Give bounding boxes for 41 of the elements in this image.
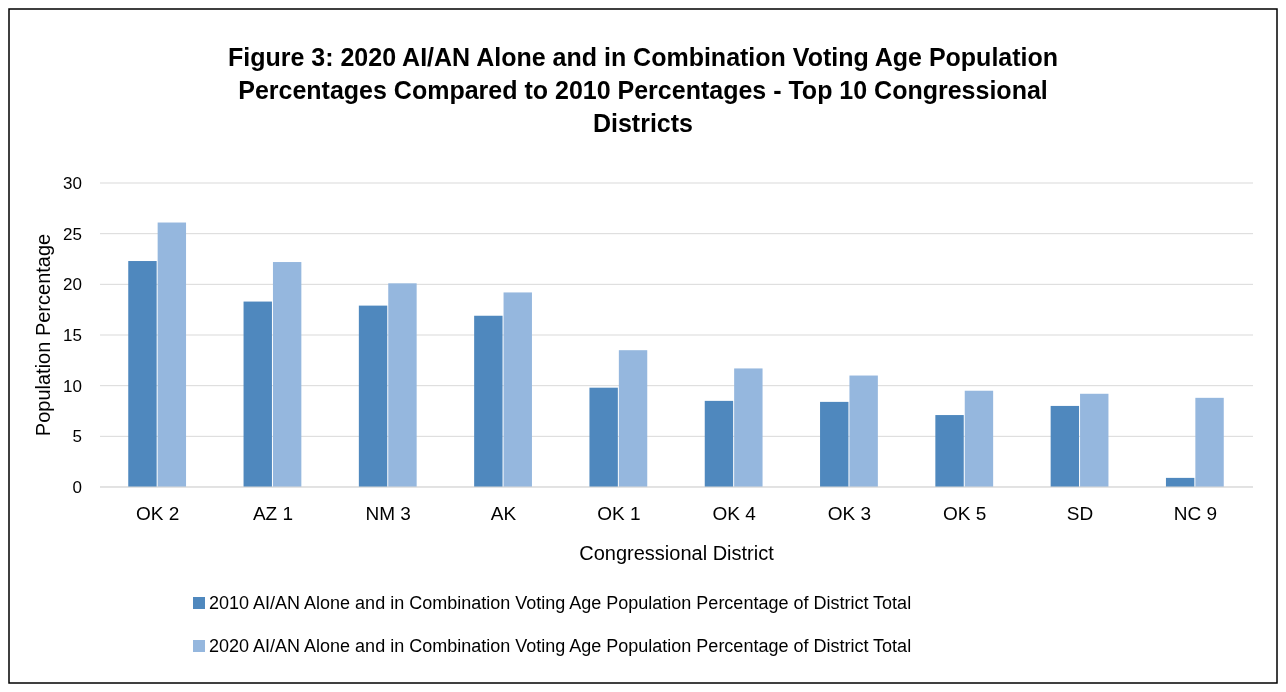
bar (964, 390, 994, 487)
y-tick-label: 5 (72, 427, 82, 447)
x-tick-label: AZ 1 (252, 503, 294, 524)
bar (820, 401, 849, 487)
x-tick-label: OK 3 (827, 503, 872, 524)
bar (388, 283, 417, 487)
bar (849, 375, 878, 487)
y-tick-label: 10 (63, 376, 82, 396)
x-tick-label: OK 4 (712, 503, 757, 524)
bar (157, 222, 187, 487)
bar (935, 415, 964, 487)
x-axis-title: Congressional District (579, 542, 775, 564)
bar (243, 301, 272, 487)
x-tick-label: OK 2 (135, 503, 180, 524)
bar (272, 262, 302, 487)
y-tick-label: 15 (63, 325, 82, 345)
x-tick-label: NC 9 (1173, 503, 1217, 524)
x-tick-label: OK 5 (943, 503, 987, 524)
bar (128, 261, 157, 487)
y-tick-label: 25 (63, 224, 82, 244)
y-axis-title: Population Percentage (32, 233, 54, 437)
bar (704, 400, 734, 487)
x-tick-label: SD (1066, 503, 1094, 524)
bar (503, 292, 532, 487)
bar (1080, 393, 1109, 487)
x-tick-label: AK (490, 503, 517, 524)
bar (358, 305, 388, 487)
legend-label: 2010 AI/AN Alone and in Combination Voting Age Population Percentage of District Total (209, 593, 912, 613)
bar (618, 350, 648, 487)
bar (734, 368, 763, 487)
bar (1195, 397, 1224, 487)
y-tick-label: 20 (63, 275, 82, 295)
chart-title: Figure 3: 2020 AI/AN Alone and in Combination Voting Age Population Percentages Compared to 2010 Percentages - Top 10 Congressional Districts (227, 43, 1059, 137)
x-tick-label: OK 1 (597, 503, 641, 524)
legend-label: 2020 AI/AN Alone and in Combination Voting Age Population Percentage of District Total (209, 636, 912, 656)
bar (1050, 405, 1080, 487)
bar (589, 387, 618, 487)
bar (474, 315, 503, 487)
x-tick-label: NM 3 (365, 503, 411, 524)
y-tick-label: 30 (63, 173, 82, 193)
y-tick-label: 0 (72, 477, 82, 497)
